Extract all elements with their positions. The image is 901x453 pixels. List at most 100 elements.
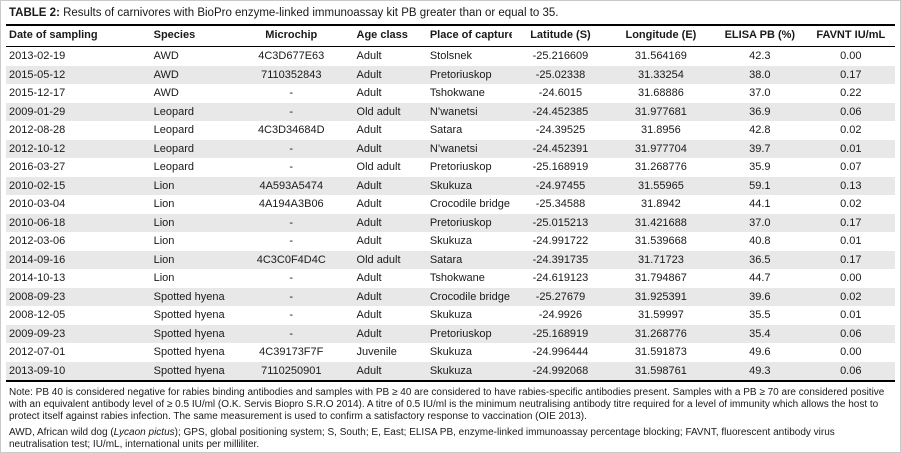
cell-date: 2013-09-10 (9, 364, 66, 377)
cell-longitude: 31.8956 (641, 124, 681, 136)
cell-species: Leopard (153, 124, 194, 136)
cell-species: Lion (153, 216, 175, 229)
table-row: 2015-05-12 AWD 7110352843 Adult Pretoriu… (6, 65, 895, 84)
cell-place: N’wanetsi (429, 142, 478, 155)
cell-age-class: Adult (356, 68, 382, 81)
table-caption-label: TABLE 2: (9, 7, 60, 19)
cell-favnt: 0.13 (840, 179, 862, 192)
cell-longitude: 31.591873 (634, 346, 687, 358)
cell-species: AWD (153, 68, 179, 81)
header-row: Date of sampling Species Microchip Age c… (6, 25, 895, 47)
cell-elisa-pb: 44.7 (749, 272, 771, 284)
cell-elisa-pb: 40.8 (749, 235, 771, 247)
cell-age-class: Adult (356, 142, 382, 155)
cell-date: 2010-03-04 (9, 198, 66, 210)
cell-favnt: 0.01 (840, 142, 862, 155)
cell-elisa-pb: 44.1 (749, 198, 771, 210)
cell-elisa-pb: 39.6 (749, 290, 771, 303)
column-header-longitude: Longitude (E) (608, 25, 714, 47)
cell-date: 2009-09-23 (9, 327, 66, 340)
cell-microchip: - (289, 309, 294, 321)
cell-elisa-pb: 36.5 (749, 253, 771, 266)
table-row: 2014-10-13 Lion - Adult Tshokwane -24.61… (6, 269, 895, 288)
cell-latitude: -25.168919 (532, 327, 589, 340)
cell-date: 2012-10-12 (9, 142, 66, 155)
cell-place: Crocodile bridge (429, 198, 510, 210)
table-row: 2012-08-28 Leopard 4C3D34684D Adult Sata… (6, 121, 895, 140)
cell-species: Lion (153, 272, 175, 284)
cell-place: Pretoriuskop (429, 216, 492, 229)
table-row: 2008-12-05 Spotted hyena - Adult Skukuza… (6, 306, 895, 325)
cell-longitude: 31.564169 (634, 50, 687, 62)
cell-longitude: 31.268776 (634, 327, 687, 340)
cell-latitude: -24.996444 (532, 346, 589, 358)
cell-longitude: 31.977704 (634, 142, 687, 155)
cell-latitude: -25.27679 (535, 290, 586, 303)
cell-latitude: -24.452385 (532, 105, 589, 118)
cell-latitude: -24.97455 (535, 179, 586, 192)
table-row: 2013-02-19 AWD 4C3D677E63 Adult Stolsnek… (6, 47, 895, 66)
cell-species: Lion (153, 235, 175, 247)
cell-place: Stolsnek (429, 50, 473, 62)
table-note: Note: PB 40 is considered negative for r… (9, 387, 885, 422)
cell-place: Satara (429, 124, 463, 136)
cell-date: 2015-05-12 (9, 68, 66, 81)
cell-latitude: -25.168919 (532, 161, 589, 173)
cell-latitude: -24.991722 (532, 235, 589, 247)
cell-longitude: 31.68886 (637, 87, 684, 99)
cell-latitude: -24.391735 (532, 253, 589, 266)
column-header-species: Species (145, 25, 235, 47)
cell-favnt: 0.00 (840, 50, 862, 62)
cell-age-class: Adult (356, 216, 382, 229)
cell-date: 2012-03-06 (9, 235, 66, 247)
cell-longitude: 31.794867 (634, 272, 687, 284)
cell-microchip: - (289, 161, 294, 173)
table-header: Date of sampling Species Microchip Age c… (6, 25, 895, 47)
cell-longitude: 31.539668 (634, 235, 687, 247)
table-caption: TABLE 2: Results of carnivores with BioP… (6, 3, 895, 24)
column-header-place: Place of capture (421, 25, 513, 47)
cell-date: 2010-02-15 (9, 179, 66, 192)
cell-date: 2013-02-19 (9, 50, 66, 62)
table-row: 2012-10-12 Leopard - Adult N’wanetsi -24… (6, 139, 895, 158)
cell-age-class: Old adult (356, 253, 401, 266)
cell-age-class: Adult (356, 290, 382, 303)
cell-species: Lion (153, 198, 175, 210)
table-row: 2012-03-06 Lion - Adult Skukuza -24.9917… (6, 232, 895, 251)
cell-species: Leopard (153, 105, 194, 118)
table-row: 2009-01-29 Leopard - Old adult N’wanetsi… (6, 102, 895, 121)
cell-place: N’wanetsi (429, 105, 478, 118)
cell-place: Skukuza (429, 364, 473, 377)
cell-date: 2008-09-23 (9, 290, 66, 303)
cell-species: AWD (153, 50, 179, 62)
cell-favnt: 0.17 (840, 253, 862, 266)
cell-favnt: 0.17 (840, 68, 862, 81)
cell-elisa-pb: 36.9 (749, 105, 771, 118)
cell-longitude: 31.268776 (634, 161, 687, 173)
cell-place: Pretoriuskop (429, 161, 492, 173)
cell-microchip: - (289, 272, 294, 284)
cell-favnt: 0.22 (840, 87, 862, 99)
cell-place: Tshokwane (429, 87, 485, 99)
cell-latitude: -25.34588 (535, 198, 586, 210)
cell-age-class: Adult (356, 235, 382, 247)
cell-elisa-pb: 37.0 (749, 87, 771, 99)
cell-longitude: 31.925391 (634, 290, 687, 303)
column-header-latitude: Latitude (S) (512, 25, 609, 47)
cell-species: Spotted hyena (153, 346, 225, 358)
cell-date: 2016-03-27 (9, 161, 66, 173)
table-caption-text: Results of carnivores with BioPro enzyme… (59, 7, 559, 19)
abbrev-text-pre: AWD, African wild dog ( (9, 427, 114, 439)
cell-date: 2015-12-17 (9, 87, 66, 99)
cell-microchip: - (289, 327, 294, 340)
cell-species: Leopard (153, 142, 194, 155)
cell-age-class: Adult (356, 327, 382, 340)
cell-elisa-pb: 35.9 (749, 161, 771, 173)
cell-favnt: 0.01 (840, 309, 862, 321)
column-header-age-class: Age class (348, 25, 422, 47)
cell-species: Spotted hyena (153, 364, 225, 377)
cell-favnt: 0.02 (840, 124, 862, 136)
abbreviations-note: AWD, African wild dog (Lycaon pictus); G… (6, 424, 895, 451)
cell-age-class: Adult (356, 309, 382, 321)
